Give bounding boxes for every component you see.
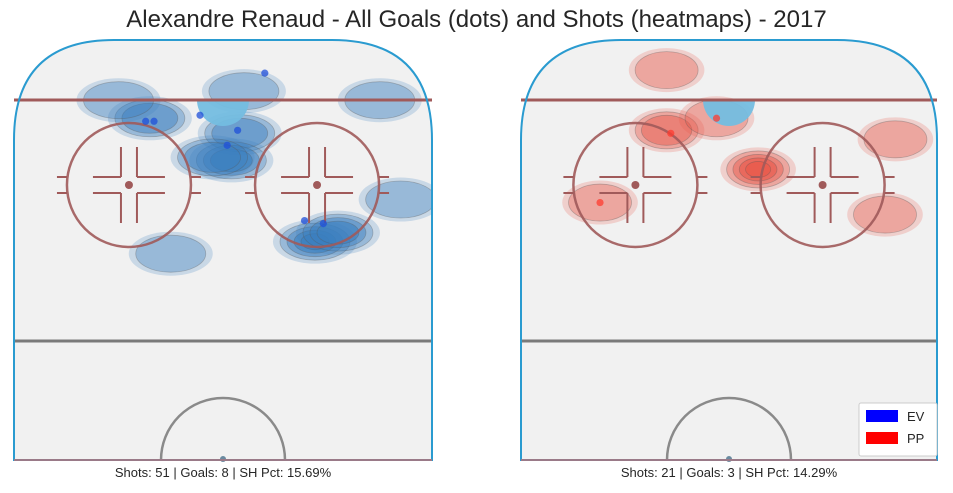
goal-dot [150,117,158,125]
faceoff-dot [313,181,322,189]
rink-boards [520,39,938,461]
heat-contour [863,120,928,159]
legend: EV PP [858,402,938,457]
legend-swatch-pp [866,432,898,444]
legend-label-pp: PP [907,431,924,446]
heat-contour [177,138,248,177]
heat-contour [847,192,923,237]
heat-contour [209,148,253,173]
goal-dot [712,114,721,122]
ev-rink-panel [13,39,433,462]
goal-dot [223,141,231,149]
heat-contour [121,102,179,134]
heat-contour [107,96,192,141]
heat-contour [184,141,241,173]
pp-caption: Shots: 21 | Goals: 3 | SH Pct: 14.29% [621,465,838,480]
legend-label-ev: EV [907,409,925,424]
heat-contour [628,48,705,93]
faceoff-dot [631,181,640,189]
faceoff-dot [818,181,827,189]
rink-boards [13,39,433,461]
legend-swatch-ev [866,410,898,422]
ice-surface [14,40,432,460]
goal-dot [234,126,242,134]
faceoff-circle [253,121,381,249]
pp-rink-panel [520,39,938,462]
faceoff-circle [759,121,886,249]
heat-contour [135,234,207,273]
heatmap-layer [76,69,432,276]
heat-contour [745,161,772,178]
goal-dot [142,117,150,125]
faceoff-dot [124,181,133,189]
heat-contour [365,180,432,219]
goal-dot [319,220,327,228]
heat-contour [170,135,255,180]
faceoff-circle [65,121,193,249]
ev-caption: Shots: 51 | Goals: 8 | SH Pct: 15.69% [115,465,332,480]
ice-surface [521,40,937,460]
goal-dot [596,198,604,207]
center-circle [159,396,287,461]
heat-contour [634,51,699,89]
center-circle [665,396,793,461]
goal-dot [261,69,269,77]
heat-contour [857,117,934,162]
goal-dot [667,129,675,137]
goal-dot [196,111,204,119]
chart-title: Alexandre Renaud - All Goals (dots) and … [126,6,827,33]
goal-crease [197,100,249,126]
heat-contour [853,195,917,234]
goal-dot [300,217,309,225]
faceoff-circle [572,121,699,249]
